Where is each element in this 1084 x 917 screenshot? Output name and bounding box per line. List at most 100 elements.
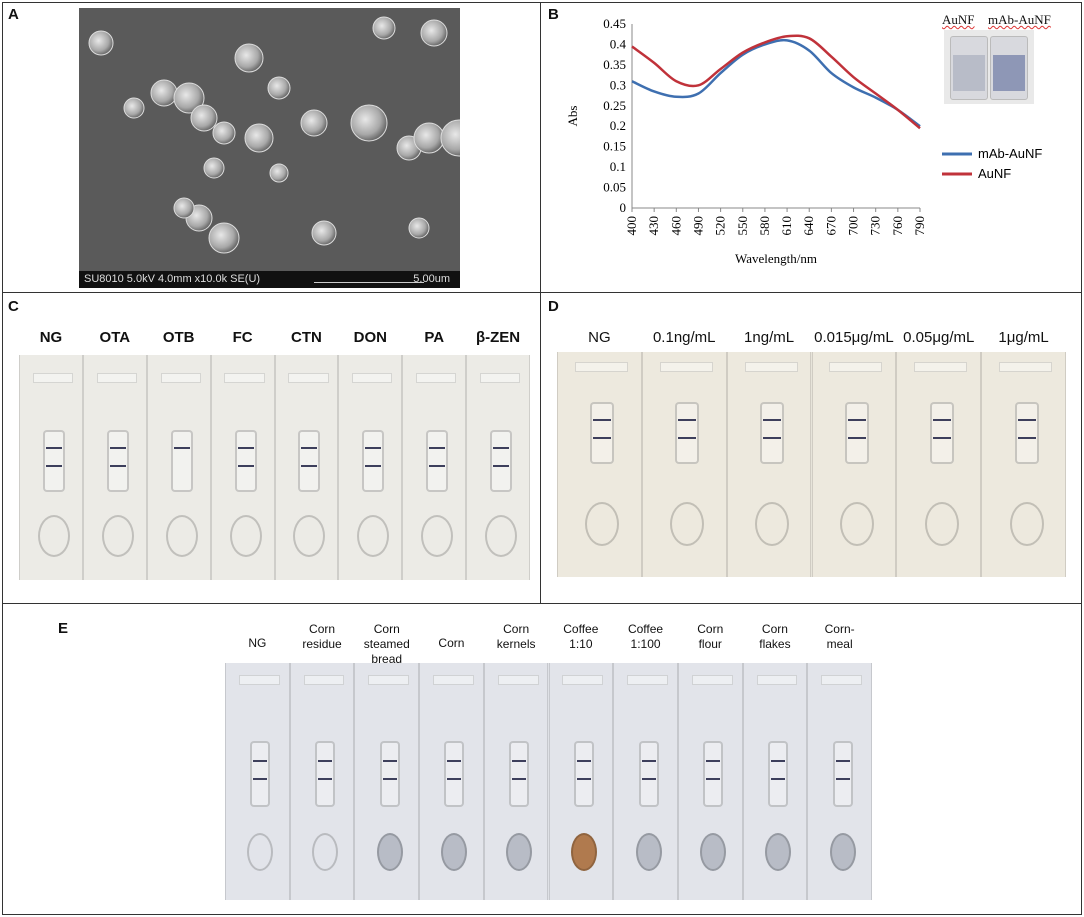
y-axis-title: Abs [565, 106, 580, 127]
strip-label-e-line: Coffee [627, 622, 664, 636]
panel-label-e: E [58, 620, 69, 637]
x-tick-label: 490 [690, 216, 705, 236]
test-line [493, 464, 510, 467]
result-window [315, 741, 336, 807]
sample-well [829, 833, 856, 871]
test-strip [981, 352, 1066, 577]
x-tick-label: 520 [713, 216, 728, 236]
sem-scale-text: 5.00um [413, 273, 450, 285]
control-line [770, 759, 785, 762]
strip-top-bar [352, 373, 393, 383]
strip-label-e: Coffee 1:10 [549, 622, 613, 652]
test-line [763, 436, 782, 439]
legend-label: mAb-AuNF [978, 146, 1042, 161]
x-tick-label: 730 [868, 216, 883, 236]
sample-well [585, 502, 620, 546]
strip-label-e-line: 1:10 [569, 637, 593, 651]
strip-label-d: 1μg/mL [998, 329, 1049, 346]
test-line [109, 464, 126, 467]
x-tick-label: 610 [779, 216, 794, 236]
strip-label-e-line: meal [826, 637, 853, 651]
test-line [835, 778, 850, 781]
sem-particle [203, 157, 225, 179]
result-window [426, 430, 449, 492]
grid-col [540, 2, 541, 604]
test-strip [274, 355, 339, 580]
panel-e-photo [225, 663, 872, 900]
legend-label: AuNF [978, 166, 1011, 181]
strip-label-e: Corn kernels [484, 622, 548, 652]
grid-bottom [2, 914, 1082, 915]
sem-particle [420, 19, 448, 47]
sample-well [670, 502, 705, 546]
result-window [490, 430, 513, 492]
result-window [767, 741, 788, 807]
panel-c-photo [19, 355, 530, 580]
sample-well [37, 515, 70, 557]
panel-label-c: C [8, 298, 19, 315]
y-tick-label: 0.05 [603, 180, 626, 195]
result-window [573, 741, 594, 807]
sem-particle [311, 220, 337, 246]
control-line [932, 419, 951, 422]
sample-well [247, 833, 274, 871]
control-line [237, 447, 254, 450]
strip-label-e: Corn flour [678, 622, 742, 652]
control-line [512, 759, 527, 762]
strip-label-c: PA [424, 329, 445, 346]
result-window [703, 741, 724, 807]
test-line [447, 778, 462, 781]
vial-mab-aunf [990, 36, 1028, 100]
strip-label-d: 0.015μg/mL [814, 329, 894, 346]
strip-label-c: OTA [99, 329, 131, 346]
grid-row2 [2, 603, 1082, 604]
control-line [678, 419, 697, 422]
control-line [45, 447, 62, 450]
strip-label-d: NG [588, 329, 611, 346]
sem-particle [440, 119, 460, 157]
test-line [678, 436, 697, 439]
strip-label-c: FC [232, 329, 253, 346]
test-line [576, 778, 591, 781]
y-tick-label: 0.4 [610, 36, 627, 51]
test-strip [811, 352, 897, 577]
strip-label-e-line: Corn [697, 622, 724, 636]
sample-well [570, 833, 597, 871]
grid-right [1081, 2, 1082, 915]
strip-label-d: 0.05μg/mL [903, 329, 975, 346]
test-strip [146, 355, 211, 580]
control-line [301, 447, 318, 450]
strip-label-e: NG [225, 636, 289, 651]
control-line [109, 447, 126, 450]
y-tick-label: 0.45 [603, 16, 626, 31]
control-line [253, 759, 268, 762]
result-window [1014, 402, 1039, 464]
test-strip [641, 352, 727, 577]
sample-well [1009, 502, 1044, 546]
vial-photo [944, 30, 1034, 104]
sample-well [312, 833, 339, 871]
control-line [1017, 419, 1036, 422]
test-strip [338, 355, 403, 580]
sample-well [165, 515, 198, 557]
strip-label-e-line: Corn [373, 622, 400, 636]
sample-well [229, 515, 262, 557]
sample-well [506, 833, 533, 871]
vial-aunf [950, 36, 988, 100]
y-tick-label: 0.25 [603, 98, 626, 113]
test-strip [466, 355, 530, 580]
control-line [493, 447, 510, 450]
sample-well [700, 833, 727, 871]
control-line [429, 447, 446, 450]
x-tick-label: 790 [912, 216, 927, 236]
control-line [447, 759, 462, 762]
sample-well [764, 833, 791, 871]
sem-particle [408, 217, 430, 239]
sem-particle [123, 97, 145, 119]
strip-top-bar [224, 373, 265, 383]
series-line-aunf [631, 34, 921, 130]
strip-label-e: Corn residue [290, 622, 354, 652]
sample-well [635, 833, 662, 871]
sem-particle [267, 76, 291, 100]
test-strip [483, 663, 549, 900]
